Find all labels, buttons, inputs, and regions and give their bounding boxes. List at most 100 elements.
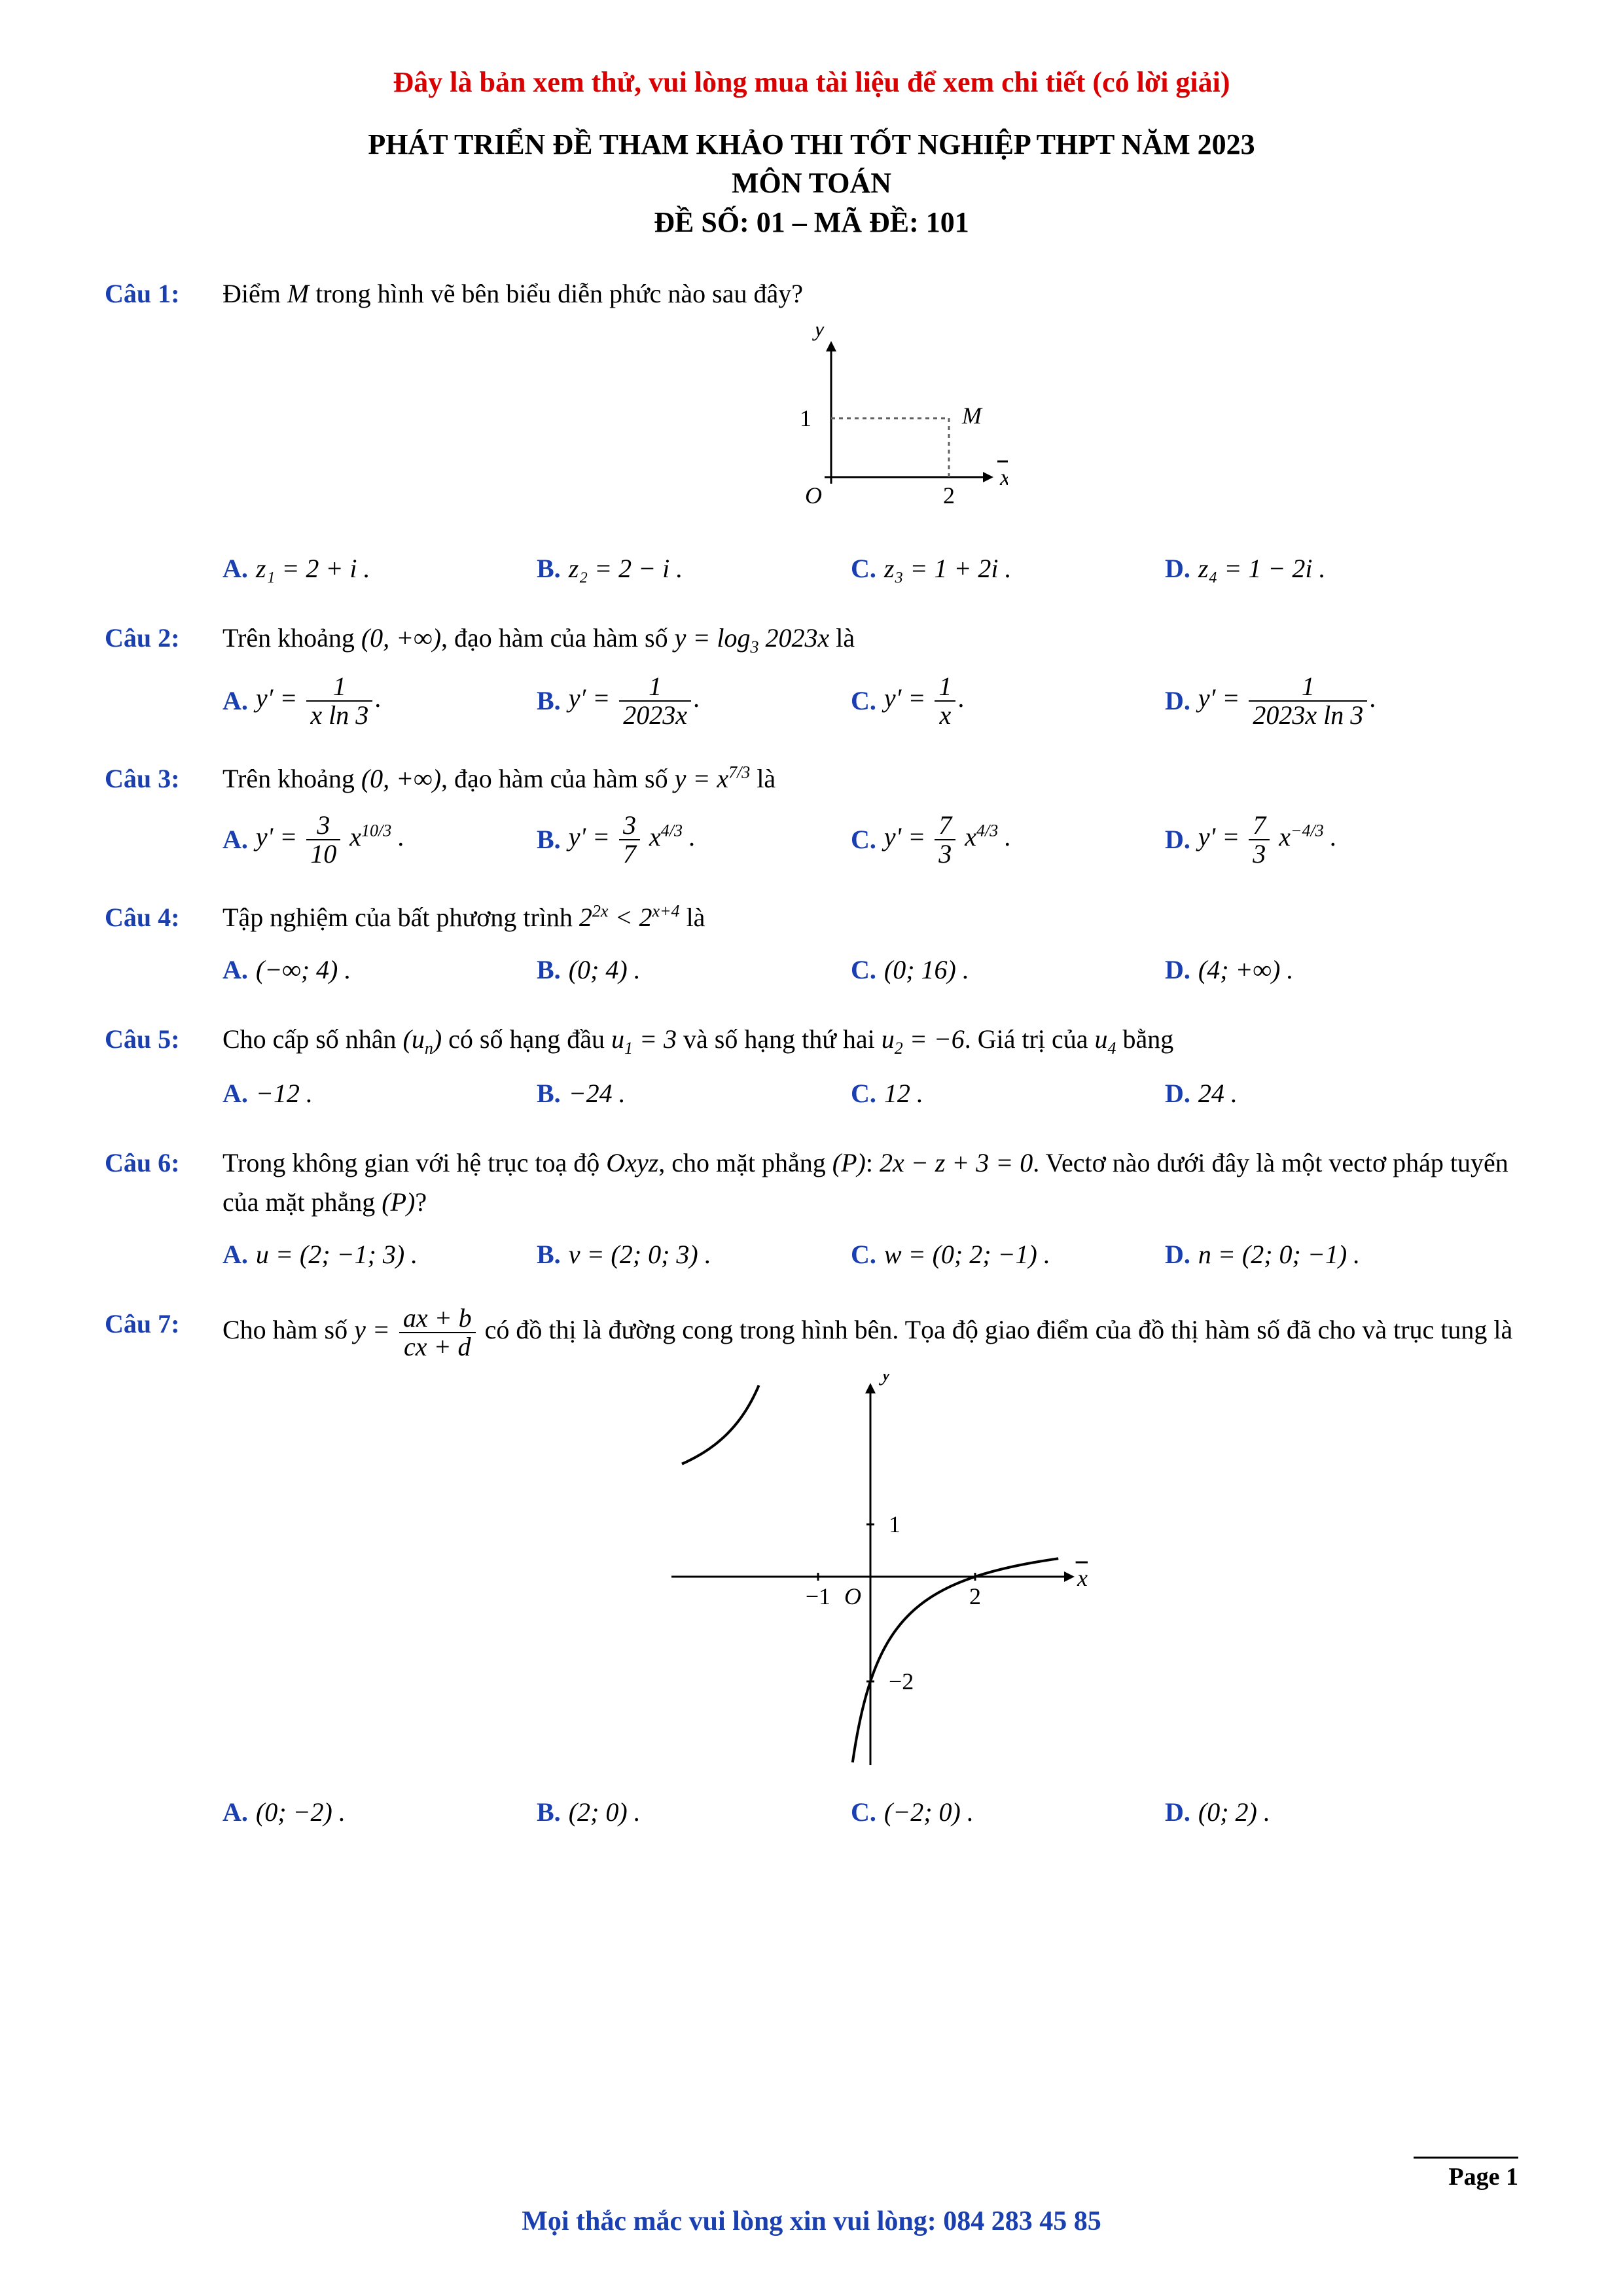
- option-text: y' = 73 x−4/3 .: [1198, 812, 1337, 868]
- options-row: A.(−∞; 4) .B.(0; 4) .C.(0; 16) .D.(4; +∞…: [223, 950, 1518, 994]
- option-text: (−∞; 4) .: [256, 950, 351, 990]
- option-label: B.: [537, 1074, 561, 1113]
- title-line-1: PHÁT TRIỂN ĐỀ THAM KHẢO THI TỐT NGHIỆP T…: [105, 125, 1518, 164]
- options-row: A.z₁ = 2 + i .B.z₂ = 2 − i .C.z₃ = 1 + 2…: [223, 549, 1518, 592]
- option-label: B.: [537, 681, 561, 721]
- option-label: B.: [537, 1235, 561, 1274]
- svg-text:y: y: [879, 1374, 891, 1386]
- option-label: A.: [223, 820, 248, 859]
- option-text: v = (2; 0; 3) .: [569, 1235, 711, 1274]
- option-text: 12 .: [884, 1074, 923, 1113]
- question-body: Trên khoảng (0, +∞), đạo hàm của hàm số …: [223, 759, 1518, 872]
- option-label: C.: [851, 681, 876, 721]
- option-label: C.: [851, 820, 876, 859]
- option-text: −12 .: [256, 1074, 313, 1113]
- option: D.n = (2; 0; −1) .: [1165, 1235, 1453, 1274]
- svg-text:O: O: [844, 1583, 861, 1609]
- stem-text-post: trong hình vẽ bên biểu diễn phức nào sau…: [315, 279, 803, 308]
- stem-var-M: M: [287, 279, 309, 308]
- option: A.(−∞; 4) .: [223, 950, 510, 990]
- question-7: Câu 7: Cho hàm số y = ax + bcx + d có đồ…: [105, 1304, 1518, 1836]
- question-label: Câu 1:: [105, 274, 223, 314]
- options-row: A.u = (2; −1; 3) . B.v = (2; 0; 3) . C.w =…: [223, 1235, 1518, 1278]
- question-body: Điểm M trong hình vẽ bên biểu diễn phức …: [223, 274, 1518, 592]
- footer-contact: Mọi thắc mắc vui lòng xin vui lòng: 084 …: [0, 2206, 1623, 2237]
- questions-container: Câu 1: Điểm M trong hình vẽ bên biểu diễ…: [105, 274, 1518, 1836]
- svg-text:2: 2: [943, 482, 955, 509]
- option: B.(2; 0) .: [537, 1793, 825, 1832]
- option: A.−12 .: [223, 1074, 510, 1113]
- title-line-3: ĐỀ SỐ: 01 – MÃ ĐỀ: 101: [105, 203, 1518, 242]
- option: B.−24 .: [537, 1074, 825, 1113]
- option: D.(0; 2) .: [1165, 1793, 1453, 1832]
- option-text: (0; −2) .: [256, 1793, 346, 1832]
- option: C.w = (0; 2; −1) .: [851, 1235, 1139, 1274]
- option-label: B.: [537, 820, 561, 859]
- option-text: (4; +∞) .: [1198, 950, 1293, 990]
- option-label: D.: [1165, 1793, 1190, 1832]
- svg-text:2: 2: [969, 1583, 981, 1609]
- svg-text:1: 1: [800, 405, 812, 431]
- option-label: A.: [223, 1235, 248, 1274]
- option-label: C.: [851, 1793, 876, 1832]
- option-text: n = (2; 0; −1) .: [1198, 1235, 1360, 1274]
- option-label: D.: [1165, 820, 1190, 859]
- svg-text:x: x: [1077, 1565, 1088, 1591]
- page-number: Page 1: [1414, 2157, 1518, 2191]
- option: B.y′ = 12023x.: [537, 673, 825, 729]
- option: C.(0; 16) .: [851, 950, 1139, 990]
- question-label: Câu 2:: [105, 619, 223, 658]
- options-row: A.y′ = 1x ln 3.B.y′ = 12023x.C.y′ = 1x.D…: [223, 673, 1518, 733]
- option-text: y′ = 12023x.: [569, 673, 700, 729]
- option-text: y′ = 1x ln 3.: [256, 673, 382, 729]
- option: C.z₃ = 1 + 2i .: [851, 549, 1139, 588]
- question-label: Câu 3:: [105, 759, 223, 798]
- title-line-2: MÔN TOÁN: [105, 164, 1518, 202]
- svg-text:−1: −1: [806, 1583, 830, 1609]
- question-stem: Cho hàm số y = ax + bcx + d có đồ thị là…: [223, 1304, 1518, 1361]
- option-text: (2; 0) .: [569, 1793, 641, 1832]
- complex-plane-diagram: 1 2 Ox y M: [733, 327, 1008, 536]
- option-label: B.: [537, 549, 561, 588]
- option-text: (0; 2) .: [1198, 1793, 1270, 1832]
- option-text: y' = 310 x10/3 .: [256, 812, 404, 868]
- option: D.y' = 73 x−4/3 .: [1165, 812, 1453, 868]
- question-stem: Cho cấp số nhân (un) có số hạng đầu u1 =…: [223, 1020, 1518, 1061]
- question-6: Câu 6: Trong không gian với hệ trục toạ …: [105, 1143, 1518, 1278]
- option-label: B.: [537, 950, 561, 990]
- option: A.y' = 310 x10/3 .: [223, 812, 510, 868]
- option-text: y' = 73 x4/3 .: [884, 812, 1011, 868]
- question-body: Tập nghiệm của bất phương trình 22x < 2x…: [223, 898, 1518, 994]
- option-label: D.: [1165, 1235, 1190, 1274]
- option-text: w = (0; 2; −1) .: [884, 1235, 1050, 1274]
- option-text: u = (2; −1; 3) .: [256, 1235, 418, 1274]
- option-label: C.: [851, 1235, 876, 1274]
- option-text: (−2; 0) .: [884, 1793, 974, 1832]
- question-label: Câu 4:: [105, 898, 223, 937]
- question-3: Câu 3: Trên khoảng (0, +∞), đạo hàm của …: [105, 759, 1518, 872]
- option: C.(−2; 0) .: [851, 1793, 1139, 1832]
- option-label: A.: [223, 1074, 248, 1113]
- option-text: (0; 16) .: [884, 950, 969, 990]
- svg-text:M: M: [961, 403, 983, 429]
- options-row: A.−12 .B.−24 .C.12 .D.24 .: [223, 1074, 1518, 1117]
- option-label: C.: [851, 950, 876, 990]
- question-label: Câu 7:: [105, 1304, 223, 1344]
- preview-banner: Đây là bản xem thử, vui lòng mua tài liệ…: [105, 65, 1518, 99]
- svg-text:x: x: [999, 464, 1008, 490]
- exam-page: Đây là bản xem thử, vui lòng mua tài liệ…: [0, 0, 1623, 2296]
- option-label: A.: [223, 681, 248, 721]
- question-body: Cho hàm số y = ax + bcx + d có đồ thị là…: [223, 1304, 1518, 1836]
- question-body: Trên khoảng (0, +∞), đạo hàm của hàm số …: [223, 619, 1518, 733]
- option-label: D.: [1165, 1074, 1190, 1113]
- question-body: Cho cấp số nhân (un) có số hạng đầu u1 =…: [223, 1020, 1518, 1117]
- option-text: z₁ = 2 + i .: [256, 549, 370, 588]
- option-label: C.: [851, 549, 876, 588]
- svg-text:1: 1: [889, 1511, 901, 1537]
- svg-text:y: y: [812, 327, 825, 341]
- question-4: Câu 4: Tập nghiệm của bất phương trình 2…: [105, 898, 1518, 994]
- svg-text:O: O: [805, 482, 822, 509]
- option: D.z₄ = 1 − 2i .: [1165, 549, 1453, 588]
- option: C.12 .: [851, 1074, 1139, 1113]
- option-text: y′ = 12023x ln 3.: [1198, 673, 1376, 729]
